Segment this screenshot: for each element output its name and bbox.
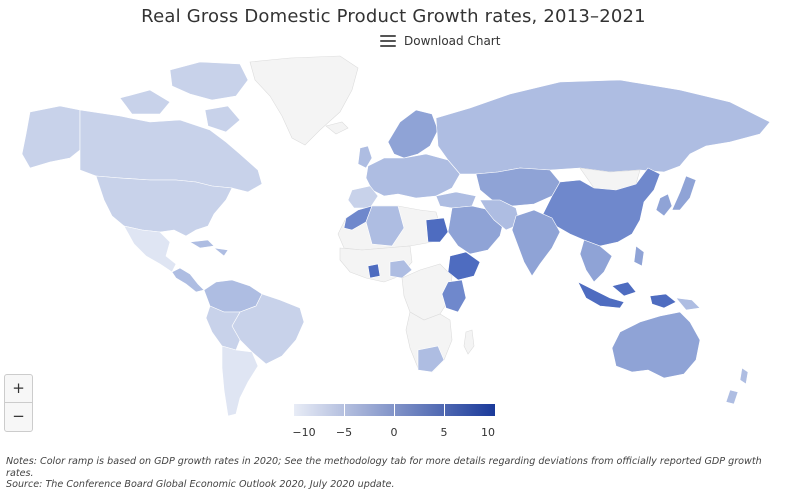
philippines[interactable] xyxy=(633,245,645,267)
middle-east[interactable] xyxy=(447,205,505,255)
papua-new-guinea[interactable] xyxy=(675,297,701,311)
source-text: Source: The Conference Board Global Econ… xyxy=(6,479,395,490)
zoom-out-button[interactable]: − xyxy=(5,402,32,430)
argentina-chile[interactable] xyxy=(221,345,259,417)
caribbean[interactable] xyxy=(189,239,229,257)
madagascar[interactable] xyxy=(463,329,475,355)
legend-divider xyxy=(444,404,445,416)
algeria[interactable] xyxy=(365,205,405,247)
iceland[interactable] xyxy=(325,121,349,135)
south-africa[interactable] xyxy=(417,345,445,373)
china[interactable] xyxy=(541,167,661,247)
ethiopia[interactable] xyxy=(447,251,481,281)
australia[interactable] xyxy=(611,311,701,379)
download-chart-label: Download Chart xyxy=(404,34,501,48)
legend-tick-label: −10 xyxy=(292,426,316,439)
turkey[interactable] xyxy=(435,191,477,209)
color-legend: −10 −5 0 5 10 xyxy=(292,404,496,444)
ghana[interactable] xyxy=(367,263,381,279)
scandinavia[interactable] xyxy=(387,109,439,159)
japan[interactable] xyxy=(655,175,697,217)
southeast-asia[interactable] xyxy=(579,239,613,283)
legend-tick-label: 10 xyxy=(481,426,495,439)
menu-icon xyxy=(380,35,396,47)
legend-divider xyxy=(394,404,395,416)
notes-text: Notes: Color ramp is based on GDP growth… xyxy=(6,456,762,479)
india[interactable] xyxy=(511,209,561,277)
zoom-in-button[interactable]: + xyxy=(12,379,25,397)
peru-bolivia[interactable] xyxy=(205,305,241,351)
new-zealand[interactable] xyxy=(725,367,749,405)
greenland[interactable] xyxy=(249,55,359,146)
legend-tick-label: 0 xyxy=(390,426,398,439)
alaska[interactable] xyxy=(21,105,81,169)
chart-notes: Notes: Color ramp is based on GDP growth… xyxy=(6,456,786,491)
russia[interactable] xyxy=(435,79,771,175)
indonesia[interactable] xyxy=(577,281,677,309)
kenya[interactable] xyxy=(441,279,467,313)
central-africa[interactable] xyxy=(401,263,453,321)
world-map[interactable] xyxy=(0,50,787,420)
egypt[interactable] xyxy=(425,217,449,243)
download-chart-button[interactable]: Download Chart xyxy=(380,34,500,48)
europe[interactable] xyxy=(365,153,461,199)
central-america[interactable] xyxy=(171,267,205,293)
map-title: Real Gross Domestic Product Growth rates… xyxy=(141,6,646,27)
united-kingdom[interactable] xyxy=(357,145,373,169)
canada-islands[interactable] xyxy=(119,61,249,133)
legend-tick-label: 5 xyxy=(440,426,448,439)
legend-tick-label: −5 xyxy=(335,426,353,439)
legend-divider xyxy=(344,404,345,416)
nigeria[interactable] xyxy=(389,259,413,279)
zoom-control: + − xyxy=(4,374,33,432)
mexico[interactable] xyxy=(123,225,177,273)
